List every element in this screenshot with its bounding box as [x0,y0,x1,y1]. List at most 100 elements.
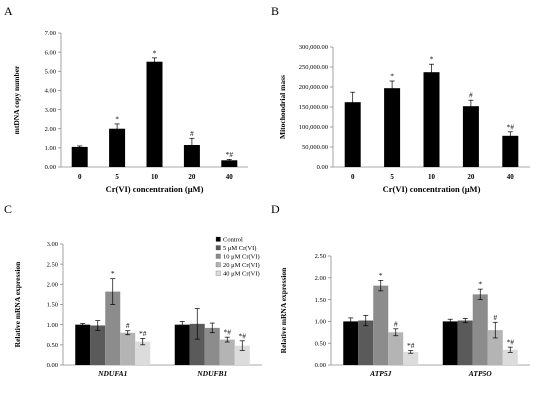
significance-mark: * [390,72,394,81]
bar [343,321,359,365]
y-tick-label: 4.00 [45,88,56,95]
bar [502,135,519,167]
bar [457,320,473,365]
significance-mark: # [469,91,473,100]
bar [189,323,205,365]
significance-mark: * [111,269,115,278]
significance-mark: *# [507,122,515,131]
x-tick-label: 20 [467,173,475,181]
bar [487,330,503,365]
bar [135,341,151,365]
bar [442,321,458,365]
x-tick-label: 40 [226,173,234,181]
bar [221,160,238,167]
x-tick-label: 0 [78,173,82,181]
significance-mark: *# [507,338,515,347]
y-tick-label: 3.00 [45,107,56,114]
bar [109,128,126,167]
significance-mark: *# [407,341,415,350]
y-axis-label: Relative mRNA expression [279,267,288,354]
legend-swatch [215,236,221,242]
legend-swatch [215,270,221,276]
bar [403,351,419,365]
y-tick-label: 250,000.00 [299,64,328,71]
legend-label: 20 μM Cr(VI) [223,262,260,269]
y-axis-label: Mitochondrial mass [278,75,287,139]
y-tick-label: 0.00 [317,164,328,171]
legend-swatch [215,262,221,268]
x-tick-label: 5 [390,173,394,181]
bar [384,88,401,167]
y-tick-label: 6.00 [45,49,56,56]
bar [373,285,389,365]
y-tick-label: 0.00 [47,362,58,369]
legend-swatch [215,245,221,251]
bar [71,146,88,167]
y-tick-label: 0.00 [45,164,56,171]
bar [358,320,374,365]
legend-label: 5 μM Cr(VI) [223,245,256,252]
y-tick-label: 0.00 [315,362,326,369]
significance-mark: * [379,271,383,280]
significance-mark: *# [226,150,234,159]
y-tick-label: 2.00 [315,275,326,282]
y-tick-label: 50,000.00 [302,144,328,151]
significance-mark: *# [224,328,232,337]
significance-mark: * [115,114,119,123]
chart-panel-b: 0.00 50,000.00 100,000.00 150,000.00 200,000… [278,44,530,194]
bar [502,349,518,365]
y-tick-label: 2.50 [47,261,58,268]
bar [344,102,361,167]
y-tick-label: 300,000.00 [299,44,328,51]
bar [462,106,479,167]
x-tick-label: 5 [115,173,119,181]
bar [472,294,488,365]
chart-panel-d: 0.00 0.50 1.00 1.50 2.00 2.50 Relative mRNA ex… [279,253,530,378]
significance-mark: * [153,48,157,57]
y-tick-label: 150,000.00 [299,104,328,111]
x-tick-label: 40 [507,173,515,181]
significance-mark: # [126,321,130,330]
bar [234,345,250,365]
significance-mark: # [493,313,497,322]
bar [174,324,190,365]
panel-letter-b: B [271,4,279,18]
bar [388,332,404,365]
x-tick-label: 20 [188,173,196,181]
significance-mark: *# [239,331,247,340]
y-tick-label: 1.00 [47,322,58,329]
y-axis-label: Relative mRNA expression [13,261,22,348]
y-tick-label: 1.50 [47,302,58,309]
panel-letter-c: C [4,202,12,216]
y-tick-label: 1.00 [315,319,326,326]
panel-letter-d: D [271,202,280,216]
y-axis-label: mtDNA copy number [12,65,21,134]
chart-panel-a: 0.00 1.00 2.00 3.00 4.00 5.00 6.00 7.00 mtDNA co… [12,30,248,194]
y-tick-label: 5.00 [45,68,56,75]
bar [120,332,136,365]
x-tick-label: ATP5O [468,369,493,378]
y-tick-label: 2.00 [45,126,56,133]
x-tick-label: 10 [151,173,159,181]
bar [219,339,235,365]
y-tick-label: 0.50 [47,342,58,349]
significance-mark: # [394,319,398,328]
y-tick-label: 1.50 [315,297,326,304]
bar [90,325,106,365]
y-tick-label: 2.00 [47,282,58,289]
bar [75,324,91,365]
y-tick-label: 7.00 [45,30,56,37]
bar [423,72,440,167]
significance-mark: * [478,280,482,289]
x-tick-label: 10 [428,173,436,181]
x-tick-label: NDUFA1 [97,369,127,378]
legend-label: Control [223,236,243,243]
significance-mark: * [430,55,434,64]
significance-mark: # [190,129,194,138]
panel-letter-a: A [4,4,13,18]
x-tick-label: ATP5J [369,369,392,378]
x-axis-label: Cr(VI) concentration (μM) [383,184,481,194]
bar [105,291,121,365]
legend-label: 40 μM Cr(VI) [223,270,260,277]
